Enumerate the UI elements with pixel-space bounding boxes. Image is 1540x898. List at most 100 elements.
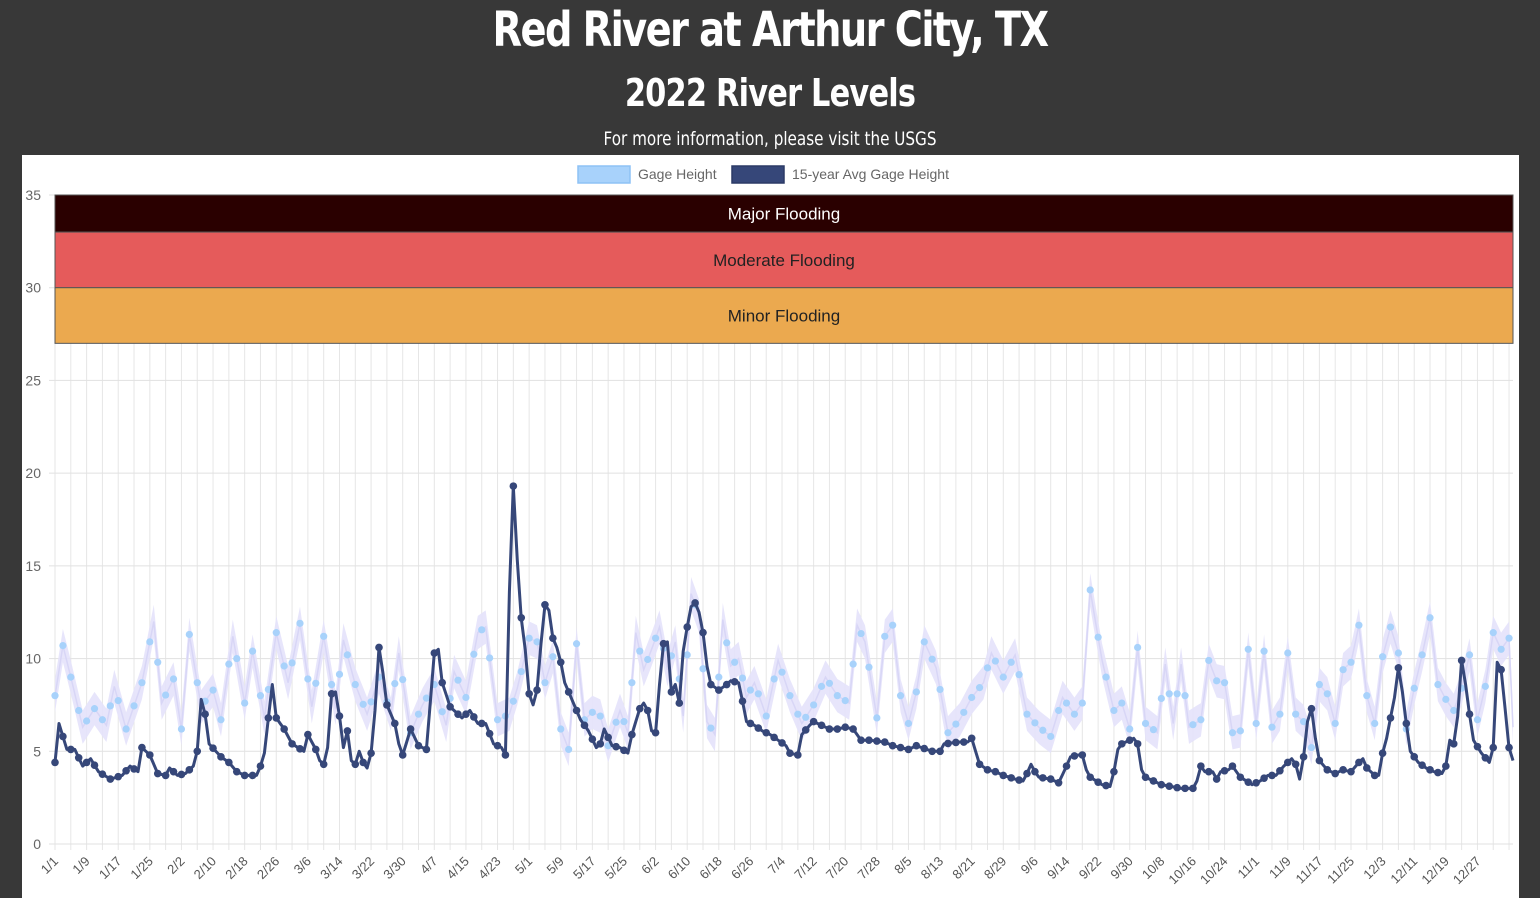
gage-height-point: [731, 658, 739, 666]
avg-gage-height-point: [1054, 779, 1063, 787]
gage-height-point: [644, 655, 652, 664]
x-tick-label: 11/17: [1293, 854, 1326, 887]
gage-height-point: [296, 619, 304, 627]
avg-gage-height-point: [1023, 769, 1031, 778]
avg-gage-height-point: [841, 723, 850, 731]
gage-height-point: [825, 679, 834, 687]
avg-gage-height-point: [1418, 761, 1426, 769]
gage-height-point: [754, 690, 762, 698]
gage-height-point: [1039, 726, 1047, 734]
avg-gage-height-point: [1386, 714, 1395, 722]
x-tick-label: 2/10: [191, 854, 220, 883]
avg-gage-height-point: [770, 733, 778, 742]
legend-swatch-avg-gage-height: [731, 165, 785, 184]
gage-height-point: [217, 716, 225, 724]
gage-height-point: [525, 634, 533, 642]
gage-height-point: [889, 621, 897, 629]
x-tick-label: 1/1: [38, 854, 61, 877]
avg-gage-height-point: [359, 758, 367, 767]
avg-gage-height-point: [1291, 760, 1300, 769]
avg-gage-height-point: [264, 714, 273, 722]
gage-height-point: [865, 663, 873, 671]
x-tick-label: 5/25: [602, 854, 631, 883]
gage-height-point: [1276, 710, 1284, 718]
gage-height-point: [1292, 710, 1300, 718]
gage-height-point: [1197, 716, 1205, 724]
gage-height-point: [770, 675, 778, 683]
flood-band: [54, 287, 1514, 344]
gage-height-point: [1141, 719, 1150, 728]
gage-height-point: [738, 674, 747, 682]
gage-height-point: [1347, 658, 1355, 666]
x-tick-label: 12/27: [1450, 854, 1484, 888]
avg-gage-height-point: [659, 639, 668, 648]
gage-height-point: [1363, 692, 1371, 700]
page-subtitle: 2022 River Levels: [624, 71, 916, 115]
x-tick-label: 11/1: [1234, 854, 1262, 882]
avg-gage-height-point: [161, 771, 170, 780]
gage-height-point: [1102, 673, 1110, 681]
avg-gage-height-point: [959, 738, 968, 746]
avg-gage-height-point: [106, 775, 115, 783]
gage-height-point: [715, 673, 723, 681]
avg-gage-height-point: [1402, 719, 1411, 728]
avg-gage-height-point: [730, 677, 739, 686]
gage-height-point: [1505, 634, 1513, 642]
flood-band: [54, 194, 1514, 233]
gage-height-point: [533, 638, 541, 646]
avg-gage-height-point: [1125, 736, 1134, 744]
avg-gage-height-point: [335, 712, 344, 720]
avg-gage-height-point: [114, 772, 123, 781]
x-tick-label: 5/1: [512, 854, 535, 877]
avg-gage-height-point: [311, 745, 320, 754]
x-tick-label: 7/4: [765, 854, 788, 877]
avg-gage-height-point: [1457, 656, 1466, 665]
avg-gage-height-point: [715, 686, 723, 694]
avg-gage-height-point: [185, 766, 194, 774]
x-tick-label: 6/26: [728, 854, 757, 883]
gage-height-point: [138, 679, 146, 687]
gage-height-point: [351, 680, 359, 689]
gage-height-point: [762, 712, 770, 720]
avg-gage-height-point: [849, 725, 857, 733]
gage-height-point: [944, 729, 952, 737]
x-tick-label: 1/17: [96, 854, 125, 883]
gage-height-point: [991, 657, 999, 665]
gage-height-point: [1418, 651, 1426, 659]
avg-gage-height-point: [232, 767, 241, 776]
gage-height-point: [193, 679, 201, 687]
gage-height-point: [1086, 586, 1094, 594]
gage-height-point: [833, 692, 841, 700]
avg-gage-height-point: [1031, 767, 1039, 776]
usgs-link[interactable]: USGS: [894, 128, 937, 150]
gage-height-point: [1165, 690, 1173, 698]
avg-gage-height-point: [857, 736, 865, 744]
avg-gage-height-point: [477, 719, 486, 728]
gage-height-point: [1497, 645, 1505, 653]
avg-gage-height-point: [1220, 766, 1229, 775]
avg-gage-height-point: [209, 744, 217, 752]
gage-height-point: [391, 680, 399, 688]
gage-height-point: [1489, 629, 1497, 637]
gage-height-point: [588, 708, 596, 716]
gage-height-point: [106, 702, 114, 710]
avg-gage-height-point: [699, 628, 707, 637]
avg-gage-height-point: [90, 761, 99, 769]
gage-height-point: [810, 701, 818, 709]
avg-gage-height-point: [296, 745, 304, 753]
gage-height-point: [1031, 719, 1039, 727]
y-tick-label: 35: [25, 187, 41, 203]
avg-gage-height-point: [896, 743, 905, 752]
avg-gage-height-point: [1268, 771, 1276, 780]
avg-gage-height-point: [1410, 753, 1419, 761]
avg-gage-height-point: [422, 745, 431, 754]
x-tick-label: 3/14: [317, 854, 346, 883]
avg-gage-height-point: [1197, 762, 1205, 770]
x-tick-label: 10/8: [1139, 854, 1168, 883]
gage-height-point: [1070, 710, 1079, 718]
gage-height-point: [1434, 680, 1442, 689]
gage-height-point: [114, 697, 122, 705]
gage-height-point: [778, 668, 786, 676]
gage-height-point: [75, 706, 83, 715]
gage-height-point: [1055, 706, 1063, 715]
